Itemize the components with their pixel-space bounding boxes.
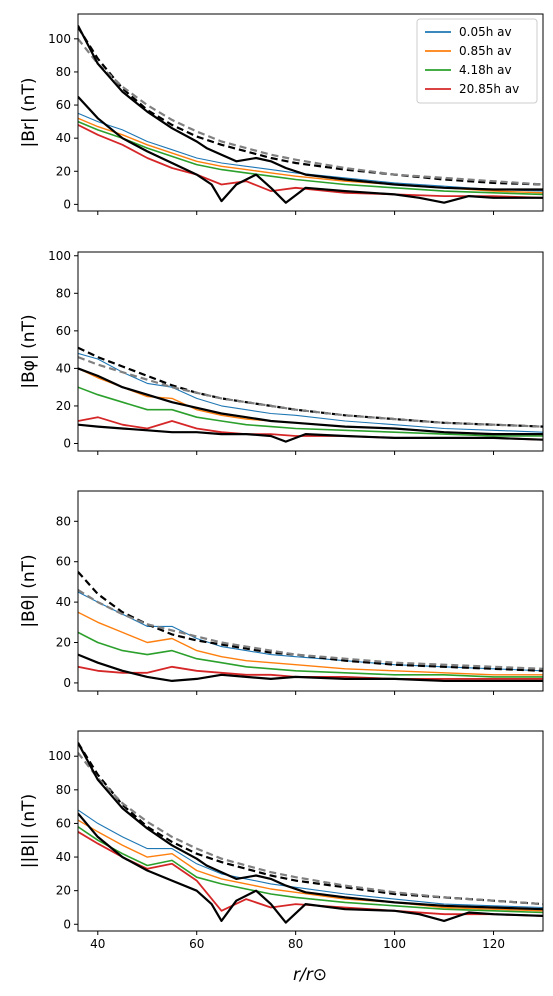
series-line-0-05h-av <box>78 591 543 672</box>
fit-line-4 <box>78 423 543 443</box>
y-axis-label: ||B|| (nT) <box>19 794 39 868</box>
y-tick-label: 40 <box>56 595 71 609</box>
y-tick-label: 80 <box>56 783 71 797</box>
y-tick-label: 100 <box>48 249 71 263</box>
y-axis-label: |Bθ| (nT) <box>19 554 39 627</box>
y-tick-label: 80 <box>56 65 71 79</box>
series-line-0-05h-av <box>78 112 543 192</box>
panel-3: 0 20 40 60 80 |Bθ| (nT) <box>19 490 544 695</box>
fit-line-1 <box>78 571 543 672</box>
legend-entry-label: 4.18h av <box>459 63 512 77</box>
series-line-0-05h-av <box>78 809 543 909</box>
plot-area-4 <box>78 742 543 924</box>
x-tick-label: 120 <box>482 937 505 951</box>
fit-line-2 <box>78 589 543 670</box>
axes-frame-2 <box>77 251 544 452</box>
plot-area-3 <box>78 571 543 683</box>
plot-area-2 <box>78 346 543 443</box>
fit-line-2 <box>78 38 543 186</box>
fit-line-4 <box>78 812 543 924</box>
legend-entry-label: 0.85h av <box>459 44 512 58</box>
y-tick-label: 20 <box>56 636 71 650</box>
plot-area-1 <box>78 25 543 204</box>
y-tick-label: 60 <box>56 98 71 112</box>
legend: 0.05h av 0.85h av 4.18h av 20.85h av <box>416 18 538 104</box>
series-line-20-85h-av <box>78 831 543 917</box>
legend-entry-label: 20.85h av <box>459 82 519 96</box>
y-tick-label: 0 <box>63 436 71 450</box>
x-tick-label: 40 <box>90 937 105 951</box>
fit-line-2 <box>78 752 543 906</box>
y-axis-label: |Br| (nT) <box>19 78 39 148</box>
y-tick-label: 40 <box>56 131 71 145</box>
series-line-0-05h-av <box>78 352 543 433</box>
x-tick-label: 100 <box>383 937 406 951</box>
series-line-4-18h-av <box>78 386 543 437</box>
fit-line-1 <box>78 742 543 906</box>
fit-line-3 <box>78 742 543 911</box>
series-line-0-85h-av <box>78 819 543 912</box>
axes-frame-4 <box>77 730 544 932</box>
series-line-4-18h-av <box>78 826 543 914</box>
panel-2: 0 20 40 60 80 100 |Bφ| (nT) <box>19 249 544 455</box>
axes-frame-1 <box>77 13 544 212</box>
y-tick-label: 20 <box>56 399 71 413</box>
y-tick-label: 100 <box>48 749 71 763</box>
fit-line-4 <box>78 96 543 204</box>
fit-line-3 <box>78 367 543 436</box>
fit-line-1 <box>78 346 543 428</box>
panel-1: 0 20 40 60 80 100 |Br| (nT) <box>19 13 544 215</box>
fit-line-3 <box>78 25 543 191</box>
y-tick-label: 0 <box>63 676 71 690</box>
x-tick-label: 60 <box>189 937 204 951</box>
y-tick-label: 80 <box>56 286 71 300</box>
fit-line-3 <box>78 653 543 683</box>
y-tick-label: 80 <box>56 514 71 528</box>
legend-frame <box>416 18 538 104</box>
y-tick-label: 0 <box>63 197 71 211</box>
y-tick-label: 40 <box>56 361 71 375</box>
y-tick-label: 20 <box>56 164 71 178</box>
y-tick-label: 0 <box>63 917 71 931</box>
x-tick-label: 80 <box>288 937 303 951</box>
y-tick-label: 40 <box>56 850 71 864</box>
series-line-0-85h-av <box>78 611 543 676</box>
y-tick-label: 60 <box>56 816 71 830</box>
series-line-20-85h-av <box>78 124 543 199</box>
series-line-4-18h-av <box>78 631 543 678</box>
x-axis-label: r/r⊙ <box>293 965 327 985</box>
y-tick-label: 20 <box>56 884 71 898</box>
panel-4: 0 20 40 60 80 100 40 60 80 100 120 ||B|| (nT) <box>19 730 544 951</box>
y-tick-label: 60 <box>56 324 71 338</box>
y-axis-label: |Bφ| (nT) <box>19 314 39 388</box>
legend-entry-label: 0.05h av <box>459 25 512 39</box>
y-tick-label: 100 <box>48 32 71 46</box>
fit-line-2 <box>78 356 543 428</box>
axes-frame-3 <box>77 490 544 692</box>
y-tick-label: 60 <box>56 555 71 569</box>
